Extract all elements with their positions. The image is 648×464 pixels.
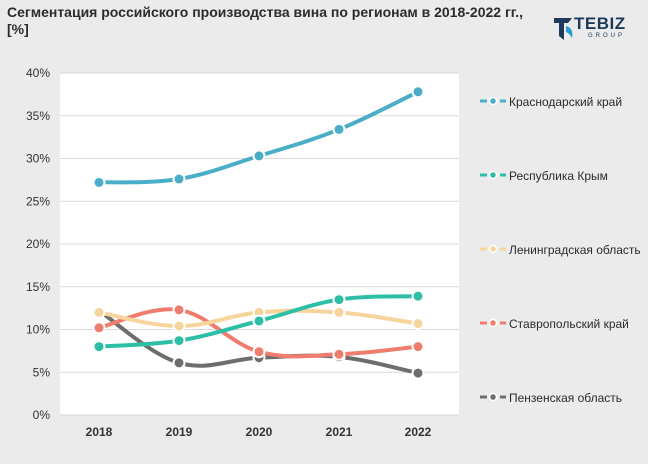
- series-markers: [92, 85, 425, 380]
- y-tick-label: 40%: [26, 66, 50, 80]
- y-tick-label: 30%: [26, 152, 50, 166]
- legend-swatch: [480, 170, 506, 180]
- legend-swatch: [480, 96, 506, 106]
- legend-swatch-marker: [488, 318, 498, 328]
- legend-swatch-marker: [488, 392, 498, 402]
- x-axis-ticks: 2018 2019 2020 2021 2022: [86, 425, 432, 439]
- logo-wordmark: TEBIZ: [574, 14, 626, 33]
- series-point-0: [252, 149, 266, 163]
- y-tick-label: 25%: [26, 194, 50, 208]
- legend-label: Ставропольский край: [509, 317, 629, 331]
- legend-swatch: [480, 244, 506, 254]
- series-point-2: [172, 319, 186, 333]
- legend-swatch-marker: [488, 170, 498, 180]
- series-point-0: [411, 85, 425, 99]
- series-point-2: [332, 305, 346, 319]
- series-point-1: [411, 289, 425, 303]
- series-point-3: [411, 340, 425, 354]
- y-tick-label: 20%: [26, 237, 50, 251]
- series-point-4: [172, 356, 186, 370]
- series-point-2: [92, 305, 106, 319]
- series-point-3: [252, 345, 266, 359]
- series-point-0: [172, 172, 186, 186]
- y-tick-label: 35%: [26, 109, 50, 123]
- chart-title: Сегментация российского производства вин…: [7, 4, 523, 37]
- series-point-1: [252, 314, 266, 328]
- series-point-1: [92, 340, 106, 354]
- tebiz-logo: TEBIZ GROUP: [552, 14, 638, 44]
- legend-label: Республика Крым: [509, 169, 608, 183]
- y-tick-label: 0%: [33, 408, 51, 422]
- x-tick-label: 2021: [326, 425, 353, 439]
- legend-label: Пензенская область: [509, 391, 623, 405]
- x-tick-label: 2018: [86, 425, 113, 439]
- series-point-3: [172, 303, 186, 317]
- y-tick-label: 5%: [33, 365, 51, 379]
- y-axis-ticks: 0% 5% 10% 15% 20% 25% 30% 35% 40%: [26, 66, 50, 422]
- x-tick-label: 2019: [166, 425, 193, 439]
- y-tick-label: 15%: [26, 280, 50, 294]
- series-point-2: [411, 317, 425, 331]
- chart-legend: Краснодарский край Республика Крым Ленингр…: [472, 0, 648, 464]
- series-point-4: [411, 366, 425, 380]
- legend-swatch: [480, 392, 506, 402]
- legend-label: Ленинградская область: [509, 243, 641, 257]
- series-point-1: [172, 334, 186, 348]
- series-point-0: [332, 122, 346, 136]
- series-point-3: [332, 347, 346, 361]
- legend-swatch-marker: [488, 244, 498, 254]
- tebiz-logo-icon: [554, 18, 573, 40]
- logo-subtitle: GROUP: [588, 33, 626, 39]
- series-point-0: [92, 175, 106, 189]
- series-point-1: [332, 293, 346, 307]
- x-tick-label: 2020: [246, 425, 273, 439]
- legend-label: Краснодарский край: [509, 95, 623, 109]
- series-point-3: [92, 321, 106, 335]
- legend-swatch: [480, 318, 506, 328]
- y-tick-label: 10%: [26, 323, 50, 337]
- legend-swatch-marker: [488, 96, 498, 106]
- x-tick-label: 2022: [405, 425, 432, 439]
